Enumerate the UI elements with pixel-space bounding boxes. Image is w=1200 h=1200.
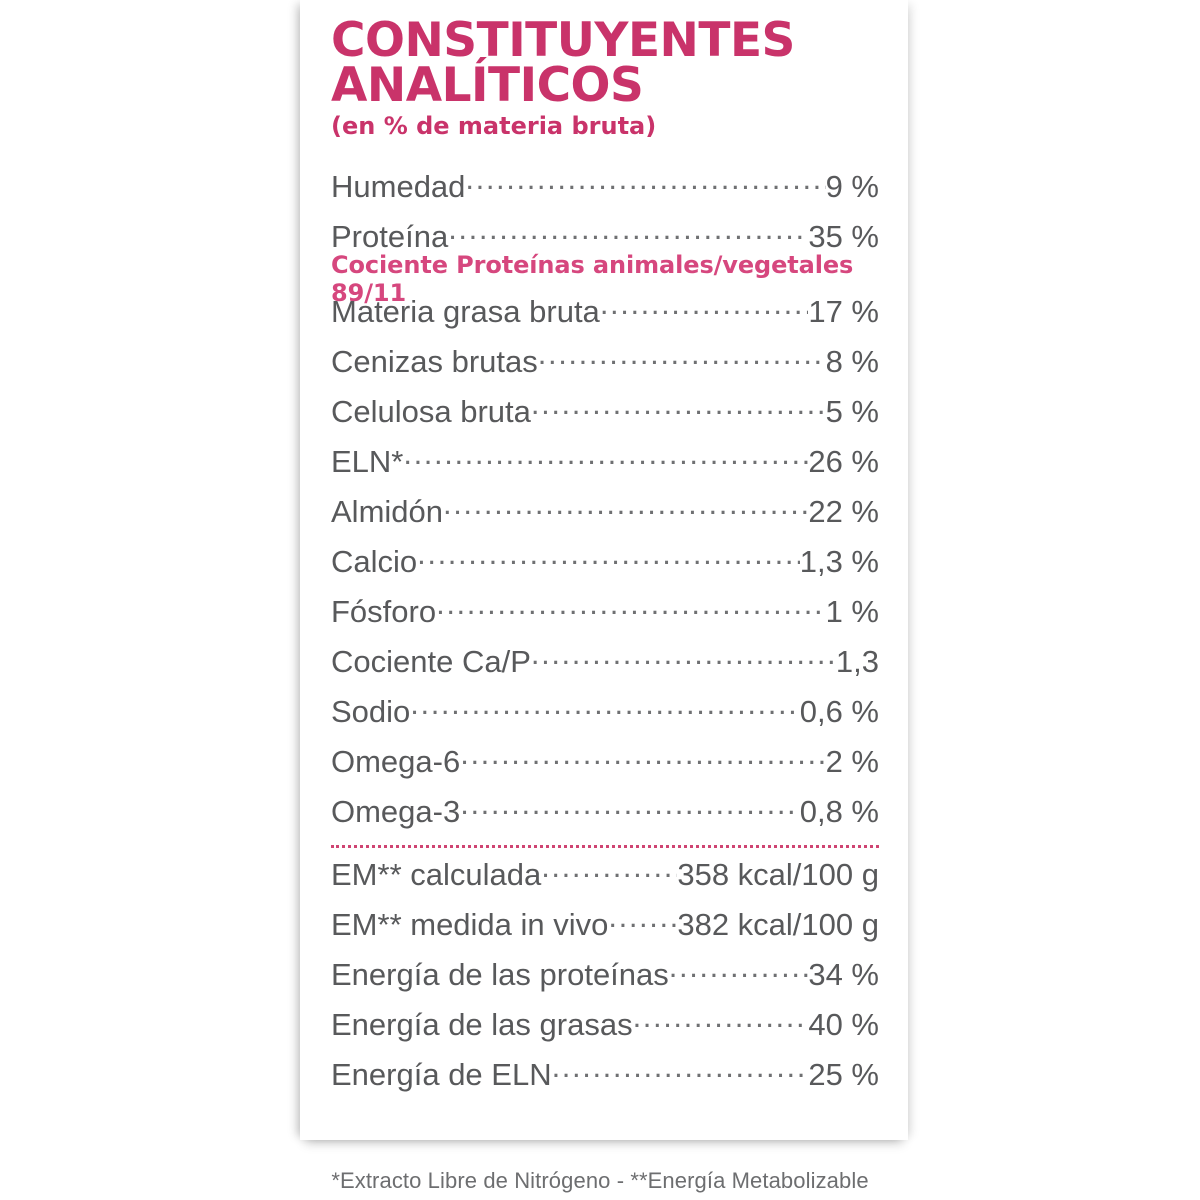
list-item: Cenizas brutas 8 % xyxy=(331,341,879,391)
dot-leader xyxy=(460,791,799,822)
row-value: 2 % xyxy=(825,744,879,780)
dot-leader xyxy=(608,904,677,935)
row-value: 8 % xyxy=(825,344,879,380)
list-item: Sodio 0,6 % xyxy=(331,691,879,741)
row-value: 1,3 xyxy=(835,644,879,680)
list-item: Omega-3 0,8 % xyxy=(331,791,879,841)
dot-leader xyxy=(633,1004,809,1035)
row-value: 40 % xyxy=(808,1007,879,1043)
list-item: Omega-6 2 % xyxy=(331,741,879,791)
row-value: 382 kcal/100 g xyxy=(677,907,879,943)
list-item: Energía de ELN 25 % xyxy=(331,1054,879,1104)
dot-leader xyxy=(541,854,677,885)
list-item: Cociente Ca/P 1,3 xyxy=(331,641,879,691)
row-label: Humedad xyxy=(331,169,466,205)
page-title: CONSTITUYENTES ANALÍTICOS xyxy=(331,13,795,114)
row-value: 25 % xyxy=(808,1057,879,1093)
row-value: 0,6 % xyxy=(799,694,879,730)
page-subtitle: (en % de materia bruta) xyxy=(331,112,657,141)
row-value: 0,8 % xyxy=(799,794,879,830)
dot-leader xyxy=(436,591,825,622)
dot-leader xyxy=(552,1054,809,1085)
row-label: ELN* xyxy=(331,444,404,480)
dot-leader xyxy=(448,216,808,247)
dot-leader xyxy=(403,441,808,472)
title-block: CONSTITUYENTES ANALÍTICOS (en % de mater… xyxy=(331,0,879,138)
row-label: Cociente Ca/P xyxy=(331,644,531,680)
row-value: 22 % xyxy=(808,494,879,530)
dot-leader xyxy=(669,954,809,985)
row-value: 9 % xyxy=(825,169,879,205)
list-item: Energía de las proteínas 34 % xyxy=(331,954,879,1004)
card-content: CONSTITUYENTES ANALÍTICOS (en % de mater… xyxy=(331,0,879,1104)
row-label: EM** calculada xyxy=(331,857,542,893)
dot-leader xyxy=(538,341,826,372)
dot-leader xyxy=(600,291,809,322)
list-item: Fósforo 1 % xyxy=(331,591,879,641)
row-label: Energía de las grasas xyxy=(331,1007,633,1043)
dot-leader xyxy=(531,641,836,672)
row-label: Materia grasa bruta xyxy=(331,294,600,330)
row-value: 5 % xyxy=(825,394,879,430)
row-label: EM** medida in vivo xyxy=(331,907,609,943)
row-value: 34 % xyxy=(808,957,879,993)
list-item: Calcio 1,3 % xyxy=(331,541,879,591)
list-item: Celulosa bruta 5 % xyxy=(331,391,879,441)
row-label: Fósforo xyxy=(331,594,437,630)
row-label: Almidón xyxy=(331,494,443,530)
row-label: Omega-6 xyxy=(331,744,461,780)
row-label: Proteína xyxy=(331,219,449,255)
protein-ratio-highlight: Cociente Proteínas animales/vegetales 89… xyxy=(331,251,854,308)
row-label: Energía de ELN xyxy=(331,1057,552,1093)
row-label: Calcio xyxy=(331,544,418,580)
section-divider xyxy=(331,845,879,849)
row-label: Sodio xyxy=(331,694,411,730)
constituents-list: Humedad 9 % Proteína 35 % Cociente Prote… xyxy=(331,166,879,1104)
dot-leader xyxy=(460,741,825,772)
dot-leader xyxy=(410,691,799,722)
row-value: 1,3 % xyxy=(799,544,879,580)
row-value: 358 kcal/100 g xyxy=(677,857,879,893)
list-item: Materia grasa bruta 17 % xyxy=(331,291,879,341)
footnote: *Extracto Libre de Nitrógeno - **Energía… xyxy=(331,1168,869,1193)
row-value: 1 % xyxy=(825,594,879,630)
row-value: 17 % xyxy=(808,294,879,330)
list-item: Almidón 22 % xyxy=(331,491,879,541)
dot-leader xyxy=(417,541,800,572)
list-item: ELN* 26 % xyxy=(331,441,879,491)
dot-leader xyxy=(531,391,826,422)
row-value: 35 % xyxy=(808,219,879,255)
row-label: Celulosa bruta xyxy=(331,394,531,430)
dot-leader xyxy=(465,166,825,197)
list-item: EM** calculada 358 kcal/100 g xyxy=(331,854,879,904)
list-item: EM** medida in vivo 382 kcal/100 g xyxy=(331,904,879,954)
row-label: Energía de las proteínas xyxy=(331,957,669,993)
analytical-constituents-card: CONSTITUYENTES ANALÍTICOS (en % de mater… xyxy=(300,0,908,1140)
list-item: Humedad 9 % xyxy=(331,166,879,216)
list-item: Energía de las grasas 40 % xyxy=(331,1004,879,1054)
row-label: Cenizas brutas xyxy=(331,344,538,380)
row-value: 26 % xyxy=(808,444,879,480)
dot-leader xyxy=(443,491,808,522)
list-item: Proteína 35 % xyxy=(331,216,879,260)
row-label: Omega-3 xyxy=(331,794,461,830)
